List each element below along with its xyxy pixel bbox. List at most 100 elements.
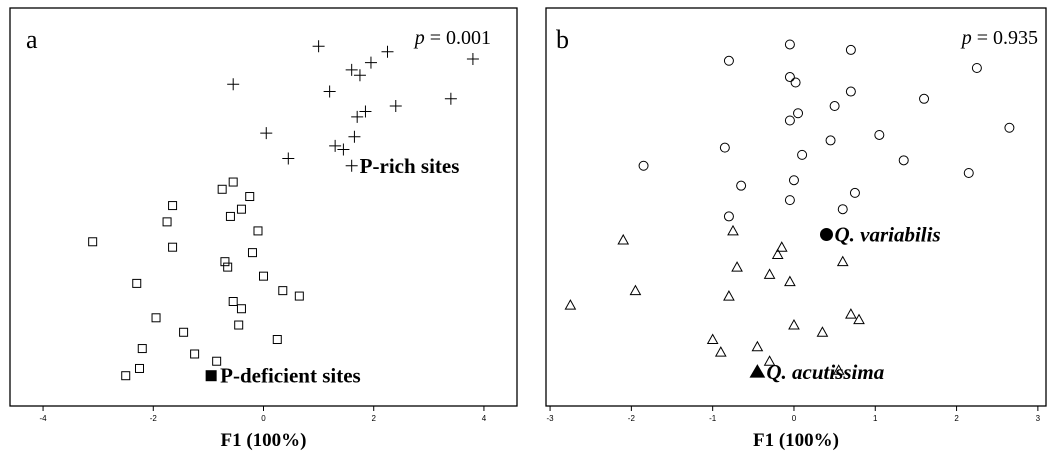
data-point	[719, 142, 730, 153]
data-point	[329, 139, 342, 152]
data-point	[345, 63, 358, 76]
data-point	[763, 355, 776, 366]
data-point	[225, 211, 235, 221]
data-point	[793, 108, 804, 119]
data-point	[364, 56, 377, 69]
series-label: Q. acutissima	[766, 360, 884, 384]
x-tick-label: -2	[628, 414, 636, 423]
legend-marker	[749, 364, 766, 378]
x-tick-label: -4	[40, 414, 48, 423]
data-point	[247, 248, 257, 258]
data-point	[564, 299, 577, 310]
data-point	[784, 195, 795, 206]
data-point	[1004, 122, 1015, 133]
data-point	[220, 257, 230, 267]
data-point	[227, 78, 240, 91]
data-point	[971, 63, 982, 74]
data-point	[323, 85, 336, 98]
p-value-annotation: p = 0.001	[413, 27, 491, 49]
data-point	[137, 344, 147, 354]
data-point	[260, 127, 273, 140]
data-point	[381, 45, 394, 58]
data-point	[245, 192, 255, 202]
data-point	[825, 135, 836, 146]
series-label: P-deficient sites	[220, 364, 361, 388]
data-point	[359, 105, 372, 118]
data-point	[898, 155, 909, 166]
x-tick-label: -1	[709, 414, 717, 423]
data-point	[466, 52, 479, 65]
data-point	[775, 241, 788, 252]
data-point	[294, 291, 304, 301]
plot-frame	[9, 7, 518, 407]
data-point	[727, 224, 739, 236]
data-point	[629, 284, 642, 296]
data-point	[784, 275, 796, 287]
panel-b: b p = 0.935 -3 -2 -1 0 1 2 3 F1 (100%) Q. variabili…	[545, 7, 1047, 451]
data-point	[228, 297, 238, 306]
series-p-deficient-sites: P-deficient sites	[88, 177, 361, 388]
p-value: = 0.001	[430, 27, 491, 49]
data-point	[135, 363, 145, 373]
data-point	[212, 356, 222, 366]
legend-marker	[819, 228, 833, 242]
data-point	[736, 180, 747, 191]
legend-marker	[205, 370, 217, 382]
data-point	[714, 346, 727, 357]
data-point	[816, 326, 829, 337]
series-p-rich-sites: P-rich sites	[227, 40, 479, 178]
x-tick-label: -2	[150, 414, 158, 423]
data-point	[278, 286, 288, 296]
x-tick-label: 2	[371, 414, 376, 423]
data-point	[617, 233, 630, 245]
data-point	[731, 261, 743, 272]
data-point	[253, 226, 263, 236]
data-point	[236, 204, 246, 214]
p-symbol: p	[413, 27, 425, 49]
p-value-annotation: p = 0.935	[960, 27, 1038, 49]
x-axis-label: F1 (100%)	[220, 430, 306, 451]
x-tick-label: 2	[954, 414, 959, 423]
data-point	[444, 92, 457, 105]
data-point	[88, 237, 98, 247]
data-point	[845, 86, 856, 97]
data-point	[217, 184, 227, 194]
series-q-acutissima: Q. acutissima	[564, 224, 884, 384]
data-point	[706, 333, 719, 345]
data-point	[389, 100, 402, 113]
data-point	[845, 308, 857, 319]
data-point	[763, 268, 776, 279]
panel-letter: b	[556, 25, 569, 54]
data-point	[638, 160, 649, 171]
p-symbol: p	[960, 27, 972, 49]
data-point	[190, 349, 200, 359]
x-tick-label: 1	[873, 414, 878, 423]
data-point	[797, 149, 808, 160]
data-point	[351, 110, 364, 123]
data-point	[784, 115, 795, 126]
data-point	[259, 271, 268, 281]
data-point	[832, 364, 845, 375]
data-point	[168, 201, 178, 211]
data-point	[228, 177, 238, 187]
data-point	[179, 327, 189, 337]
x-tick-label: -3	[547, 414, 555, 423]
data-point	[353, 69, 366, 82]
data-point	[162, 217, 172, 227]
panel-letter: a	[26, 25, 38, 54]
data-point	[151, 313, 161, 323]
data-point	[337, 143, 350, 156]
x-tick-label: 0	[792, 414, 797, 423]
series-label: P-rich sites	[360, 154, 460, 178]
data-point	[919, 93, 930, 104]
data-point	[723, 290, 735, 301]
data-point	[121, 371, 131, 381]
series-label: Q. variabilis	[834, 223, 940, 247]
data-point	[829, 101, 840, 112]
data-point	[784, 72, 795, 83]
data-point	[771, 248, 784, 259]
data-point	[723, 211, 734, 222]
data-point	[788, 175, 799, 186]
data-point	[132, 278, 142, 288]
